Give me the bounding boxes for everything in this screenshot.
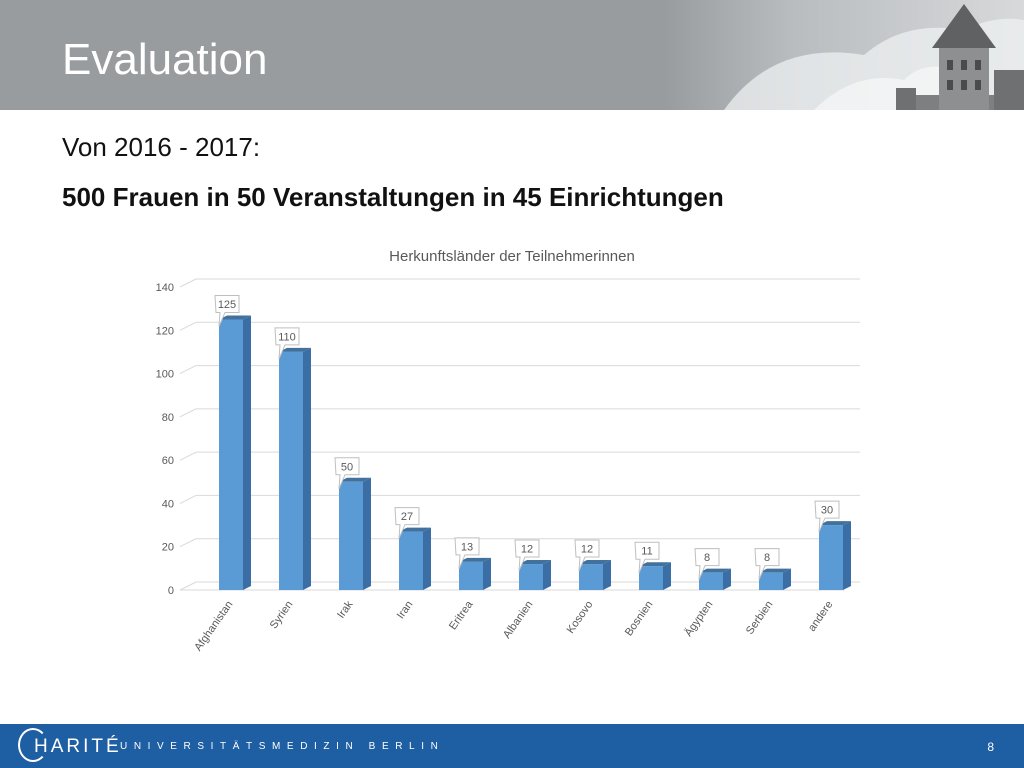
svg-text:8: 8 [704, 552, 710, 564]
y-axis: 0 20 40 60 80 100 120 140 [156, 282, 174, 597]
x-axis: Afghanistan Syrien Irak Iran Eritrea Albanien… [192, 598, 835, 653]
y-tick-label: 0 [168, 585, 174, 597]
x-tick-label: Serbien [744, 599, 776, 637]
bar-ägypten [699, 568, 731, 590]
gridline-side [179, 408, 197, 418]
charite-logo: HARITÉ [34, 736, 122, 757]
y-tick-label: 20 [162, 542, 174, 554]
bar-syrien [279, 347, 311, 590]
x-tick-label: Iran [395, 599, 416, 621]
data-label: 12 [574, 539, 600, 572]
data-label: 11 [634, 541, 660, 574]
x-tick-label: Afghanistan [192, 599, 235, 653]
svg-text:110: 110 [278, 331, 296, 343]
bar-eritrea [459, 557, 491, 590]
y-tick-label: 100 [156, 369, 174, 381]
data-label: 8 [754, 548, 780, 580]
chart-bars [219, 315, 851, 590]
data-label: 110 [274, 327, 300, 360]
date-range-text: Von 2016 - 2017: [62, 132, 261, 162]
gridline-side [179, 538, 197, 548]
svg-text:27: 27 [401, 511, 413, 523]
gridline-side [179, 451, 197, 461]
x-tick-label: Bosnien [623, 599, 656, 638]
summary-text: 500 Frauen in 50 Veranstaltungen in 45 E… [62, 182, 724, 212]
bar-irak [339, 477, 371, 590]
bar-serbien [759, 568, 791, 590]
data-label: 13 [454, 537, 480, 570]
svg-text:8: 8 [764, 552, 770, 564]
bar-andere [819, 521, 851, 590]
footer-tagline: UNIVERSITÄTSMEDIZIN BERLIN [120, 741, 445, 752]
data-label: 12 [514, 539, 540, 572]
chart-title: Herkunftsländer der Teilnehmerinnen [389, 248, 635, 265]
gridline-side [179, 581, 197, 591]
x-tick-label: Albanien [501, 599, 535, 641]
gridline-side [179, 365, 197, 375]
data-label: 50 [334, 457, 360, 489]
bar-afghanistan [219, 315, 251, 590]
y-tick-label: 120 [156, 325, 174, 337]
x-tick-label: Irak [335, 598, 356, 620]
x-tick-label: Kosovo [565, 599, 596, 636]
svg-text:30: 30 [821, 505, 833, 517]
data-label: 8 [694, 548, 720, 580]
svg-text:13: 13 [461, 541, 473, 553]
slide-title: Evaluation [62, 35, 268, 84]
y-tick-label: 40 [162, 498, 174, 510]
data-label: 30 [814, 500, 840, 533]
svg-text:125: 125 [218, 299, 236, 311]
data-labels: 125 110 50 27 13 12 12 11 8 8 30 [214, 294, 840, 580]
y-tick-label: 140 [156, 282, 174, 294]
svg-text:12: 12 [521, 544, 533, 556]
svg-text:11: 11 [641, 546, 652, 558]
gridline-side [179, 494, 197, 504]
x-tick-label: Syrien [268, 599, 296, 631]
data-label: 125 [214, 294, 240, 327]
bar-albanien [519, 560, 551, 590]
svg-text:12: 12 [581, 544, 593, 556]
bar-chart: Herkunftsländer der Teilnehmerinnen 0 20 4… [156, 248, 860, 653]
svg-text:50: 50 [341, 461, 353, 473]
y-tick-label: 80 [162, 412, 174, 424]
gridline-side [179, 278, 197, 288]
data-label: 27 [394, 507, 420, 539]
slide-header: Evaluation [0, 0, 1024, 110]
charite-logo-c-icon [18, 728, 48, 762]
x-tick-label: Ägypten [682, 599, 715, 639]
bar-kosovo [579, 560, 611, 590]
bar-bosnien [639, 562, 671, 590]
gridline-side [179, 321, 197, 331]
x-tick-label: Eritrea [447, 598, 476, 632]
y-tick-label: 60 [162, 455, 174, 467]
slide-footer: HARITÉ UNIVERSITÄTSMEDIZIN BERLIN 8 [0, 724, 1024, 768]
page-number: 8 [987, 740, 994, 754]
x-tick-label: andere [806, 599, 835, 634]
bar-iran [399, 527, 431, 590]
building-photo [664, 0, 1024, 110]
